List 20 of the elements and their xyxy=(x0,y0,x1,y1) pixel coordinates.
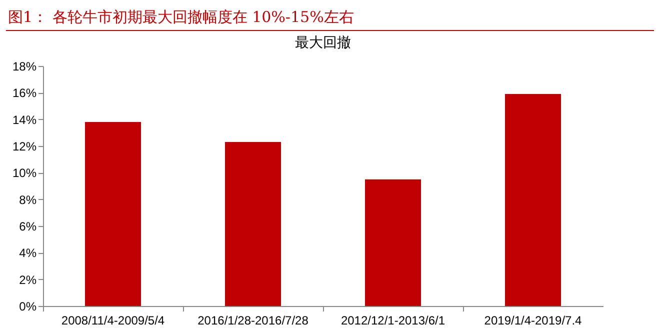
chart-title: 图1： 各轮牛市初期最大回撤幅度在 10%-15%左右 xyxy=(6,0,654,31)
bar xyxy=(85,122,141,306)
y-tick-label: 16% xyxy=(12,86,37,100)
x-tick-label: 2019/1/4-2019/7.4 xyxy=(484,314,582,328)
bar xyxy=(505,94,561,306)
y-tick-label: 2% xyxy=(19,272,37,287)
y-tick-label: 10% xyxy=(12,166,37,180)
y-tick-label: 4% xyxy=(19,246,37,260)
y-tick-label: 12% xyxy=(12,140,37,154)
y-tick-label: 0% xyxy=(19,300,37,314)
bar xyxy=(365,179,421,306)
y-tick-label: 6% xyxy=(19,220,37,234)
x-tick-label: 2016/1/28-2016/7/28 xyxy=(198,314,309,328)
y-tick-label: 18% xyxy=(12,60,37,74)
x-tick-label: 2008/11/4-2009/5/4 xyxy=(61,314,165,328)
bar xyxy=(225,142,281,306)
x-tick-label: 2012/12/1-2013/6/1 xyxy=(340,314,446,328)
y-tick-label: 14% xyxy=(12,112,37,127)
y-tick-label: 8% xyxy=(19,192,37,207)
chart-subtitle: 最大回撤 xyxy=(295,35,351,51)
